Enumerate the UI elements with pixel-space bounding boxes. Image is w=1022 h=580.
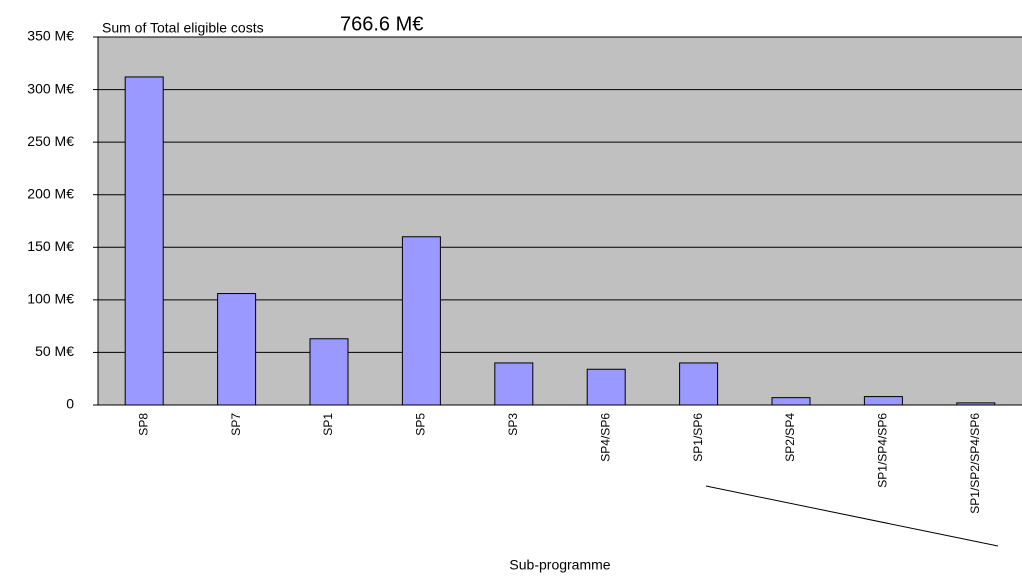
x-tick-label: SP8	[136, 413, 150, 436]
x-tick-label: SP1/SP2/SP4/SP6	[968, 413, 982, 514]
y-tick-label: 0	[66, 396, 74, 412]
bar	[217, 293, 257, 406]
decor-line	[705, 485, 999, 547]
y-tick-label: 350 M€	[27, 28, 74, 44]
y-tick-label: 50 M€	[35, 343, 74, 359]
y-tick-label: 100 M€	[27, 291, 74, 307]
x-tick-label: SP7	[229, 413, 243, 436]
y-tick-label: 150 M€	[27, 238, 74, 254]
bar	[956, 402, 996, 406]
x-tick-label: SP1/SP6	[691, 413, 705, 462]
annotation: 766.6 M€	[340, 13, 423, 35]
bar	[401, 236, 441, 406]
x-tick-label: SP1/SP4/SP6	[876, 413, 890, 488]
x-tick-label: SP5	[414, 413, 428, 436]
bar	[494, 362, 534, 406]
bar	[679, 362, 719, 406]
x-tick-label: SP3	[506, 413, 520, 436]
bar	[863, 396, 903, 406]
bar	[309, 338, 349, 406]
bar	[586, 368, 626, 406]
y-tick-label: 300 M€	[27, 80, 74, 96]
y-tick-label: 200 M€	[27, 185, 74, 201]
bar	[771, 397, 811, 406]
x-axis-label: Sub-programme	[509, 557, 610, 573]
y-tick-label: 250 M€	[27, 133, 74, 149]
x-tick-label: SP1	[321, 413, 335, 436]
x-tick-label: SP4/SP6	[598, 413, 612, 462]
bar	[124, 76, 164, 406]
x-tick-label: SP2/SP4	[783, 413, 797, 462]
chart-title: Sum of Total eligible costs	[102, 20, 264, 36]
